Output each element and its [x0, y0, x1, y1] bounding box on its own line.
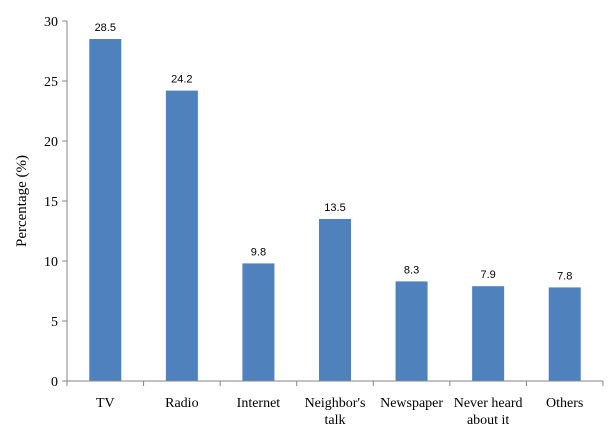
data-label: 7.8	[557, 270, 572, 282]
bars	[89, 39, 581, 381]
bar	[472, 286, 505, 381]
bar	[89, 39, 122, 381]
data-label: 9.8	[251, 246, 266, 258]
y-tick-label: 20	[44, 135, 58, 150]
x-category-label: TV	[96, 396, 115, 411]
y-tick-label: 10	[44, 255, 58, 270]
x-category-label: Never heard about it	[454, 396, 523, 425]
bar	[165, 90, 198, 381]
y-axis: 0 5 10 15 20 25 30	[44, 15, 68, 390]
y-axis-label: Percentage (%)	[14, 155, 30, 247]
x-category-label: Internet	[237, 396, 281, 411]
x-axis: TV Radio Internet Neighbor's talk Newspaper Ne…	[66, 380, 604, 425]
data-label: 28.5	[95, 22, 116, 34]
x-category-label: Newspaper	[380, 396, 443, 411]
bar	[548, 287, 581, 381]
data-label: 8.3	[404, 264, 419, 276]
data-label: 13.5	[324, 202, 345, 214]
bar	[319, 219, 351, 381]
x-category-label: Radio	[165, 396, 198, 411]
data-label: 24.2	[171, 74, 192, 86]
y-tick-label: 0	[51, 375, 58, 390]
x-category-label: Neighbor's talk	[305, 396, 366, 425]
y-tick-label: 25	[44, 75, 58, 90]
data-labels: 28.5 24.2 9.8 13.5 8.3 7.9 7.8	[95, 22, 573, 282]
data-label: 7.9	[480, 269, 495, 281]
bar	[395, 281, 428, 381]
y-tick-label: 30	[44, 15, 58, 30]
bar	[242, 263, 275, 381]
x-category-label: Others	[546, 396, 583, 411]
y-tick-label: 15	[44, 195, 58, 210]
y-tick-label: 5	[51, 315, 58, 330]
